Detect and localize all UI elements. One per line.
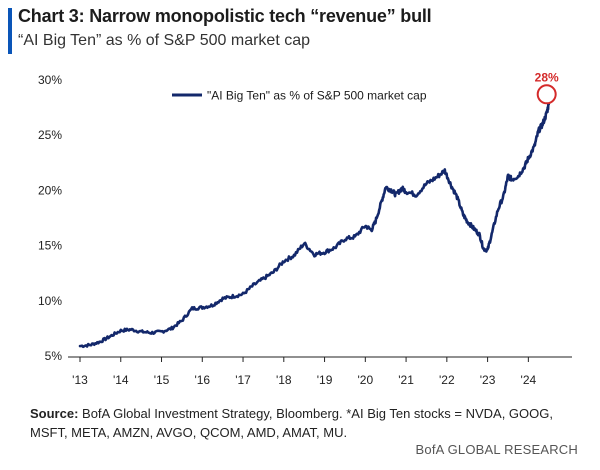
- series-line-ai-big-ten: [78, 102, 550, 349]
- chart-subtitle: “AI Big Ten” as % of S&P 500 market cap: [18, 32, 310, 49]
- legend-label: "AI Big Ten" as % of S&P 500 market cap: [207, 89, 427, 103]
- source-label: Source:: [30, 406, 79, 421]
- y-tick-label: 20%: [38, 183, 62, 197]
- x-tick-label: '14: [113, 373, 129, 387]
- y-tick-label: 5%: [45, 349, 63, 363]
- line-chart: 5%10%15%20%25%30% '13'14'15'16'17'18'19 '…: [38, 70, 572, 387]
- source-text: BofA Global Investment Strategy, Bloombe…: [30, 406, 553, 440]
- x-tick-label: '21: [398, 373, 414, 387]
- x-tick-label: '22: [439, 373, 455, 387]
- title-accent-bar: [8, 8, 12, 54]
- annotation-label: 28%: [535, 70, 559, 84]
- x-tick-label: '13: [72, 373, 88, 387]
- x-tick-label: '17: [235, 373, 251, 387]
- y-tick-label: 10%: [38, 294, 62, 308]
- x-tick-label: '18: [276, 373, 292, 387]
- legend: "AI Big Ten" as % of S&P 500 market cap: [172, 89, 427, 103]
- y-tick-label: 25%: [38, 128, 62, 142]
- x-tick-label: '15: [154, 373, 170, 387]
- x-tick-label: '23: [480, 373, 496, 387]
- x-tick-label: '19: [317, 373, 333, 387]
- x-axis-ticks: '13 '14 '15 '16 '17 '18 '19 '20 '21 '22 '23 '24: [72, 357, 536, 387]
- chart-title: Chart 3: Narrow monopolistic tech “reven…: [18, 6, 432, 26]
- annotation-circle: [536, 84, 557, 105]
- x-tick-label: '16: [194, 373, 210, 387]
- brand-label: BofA GLOBAL RESEARCH: [415, 442, 578, 457]
- source-note: Source: BofA Global Investment Strategy,…: [30, 404, 590, 442]
- y-axis-ticks: 5% 10% 15% 20% 25% 30%: [38, 73, 62, 363]
- x-tick-label: '20: [357, 373, 373, 387]
- y-tick-label: 30%: [38, 73, 62, 87]
- y-tick-label: 15%: [38, 239, 62, 253]
- x-tick-label: '24: [521, 373, 537, 387]
